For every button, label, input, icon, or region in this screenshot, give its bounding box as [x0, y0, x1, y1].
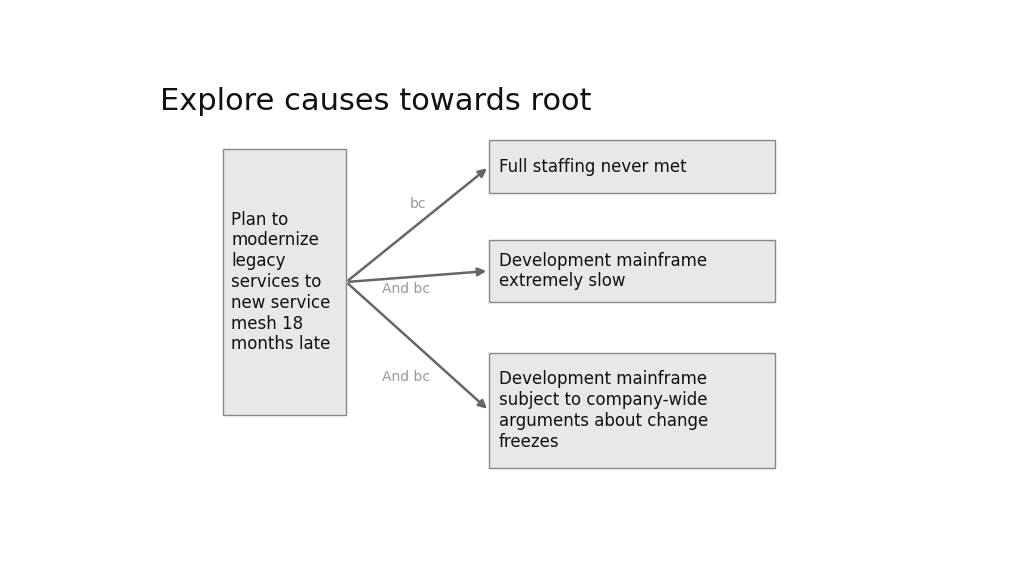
Text: Plan to
modernize
legacy
services to
new service
mesh 18
months late: Plan to modernize legacy services to new… — [231, 211, 331, 354]
Text: Explore causes towards root: Explore causes towards root — [160, 87, 591, 116]
Text: Development mainframe
extremely slow: Development mainframe extremely slow — [499, 252, 707, 290]
Text: And bc: And bc — [382, 370, 430, 384]
Text: bc: bc — [410, 198, 426, 211]
FancyBboxPatch shape — [489, 240, 775, 302]
Text: Development mainframe
subject to company-wide
arguments about change
freezes: Development mainframe subject to company… — [499, 370, 708, 451]
FancyBboxPatch shape — [489, 353, 775, 468]
FancyBboxPatch shape — [223, 149, 346, 415]
Text: Full staffing never met: Full staffing never met — [499, 158, 686, 176]
Text: And bc: And bc — [382, 282, 430, 295]
FancyBboxPatch shape — [489, 140, 775, 194]
